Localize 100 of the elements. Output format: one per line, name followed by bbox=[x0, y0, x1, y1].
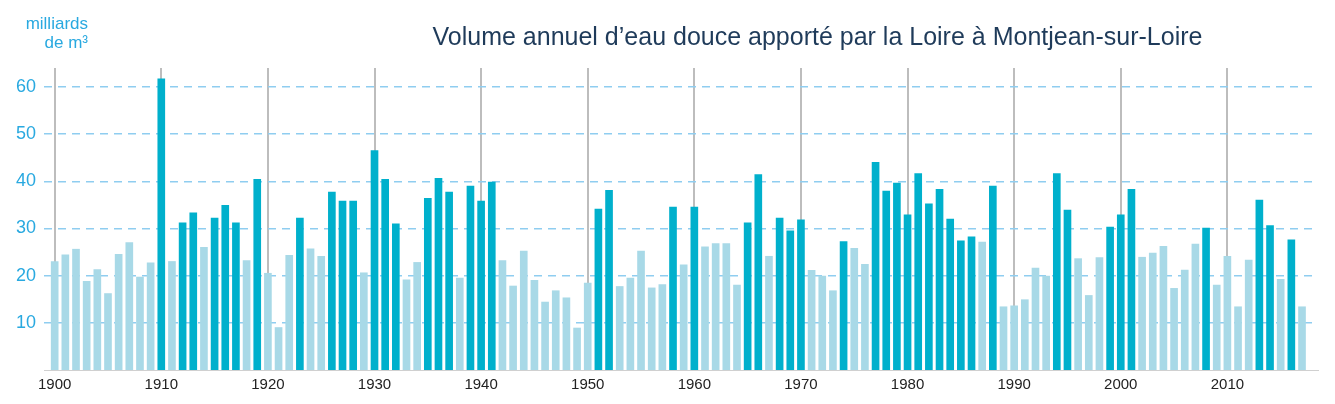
bar bbox=[626, 277, 635, 370]
chart-title: Volume annuel d’eau douce apporté par la Loire à Montjean-sur-Loire bbox=[431, 22, 1204, 51]
bar bbox=[434, 178, 443, 370]
bar bbox=[253, 179, 262, 370]
x-tick-label: 1990 bbox=[997, 375, 1031, 393]
y-tick-label: 40 bbox=[15, 170, 37, 191]
bar bbox=[1063, 209, 1072, 370]
bar bbox=[530, 280, 539, 370]
bar bbox=[392, 223, 400, 370]
bar bbox=[1191, 243, 1200, 370]
y-tick-label: 30 bbox=[15, 217, 37, 238]
bar bbox=[999, 306, 1008, 370]
bar bbox=[573, 327, 581, 370]
x-tick-label: 1930 bbox=[357, 375, 392, 393]
x-tick-label: 1940 bbox=[464, 375, 498, 393]
bar bbox=[72, 248, 80, 370]
x-tick-label: 1920 bbox=[251, 375, 285, 393]
bar bbox=[690, 206, 699, 370]
bar bbox=[146, 262, 155, 370]
bar bbox=[1010, 305, 1018, 370]
bar bbox=[839, 241, 848, 370]
bar bbox=[893, 182, 901, 370]
bar bbox=[93, 269, 102, 370]
x-tick-label: 1900 bbox=[37, 375, 72, 393]
bar bbox=[615, 286, 624, 370]
y-tick-label: 60 bbox=[15, 75, 37, 96]
bar bbox=[829, 290, 837, 370]
bar bbox=[989, 185, 997, 370]
bar bbox=[765, 255, 773, 370]
bar bbox=[1170, 288, 1178, 370]
bar bbox=[882, 190, 891, 370]
bar bbox=[679, 264, 688, 370]
bar bbox=[1287, 239, 1296, 370]
bar bbox=[306, 248, 315, 370]
bar bbox=[328, 191, 336, 370]
bar bbox=[1106, 226, 1114, 370]
bar bbox=[296, 217, 304, 370]
bar bbox=[647, 287, 656, 370]
bar bbox=[733, 284, 741, 370]
bar bbox=[1021, 299, 1029, 370]
bar bbox=[850, 247, 859, 370]
bar bbox=[658, 284, 667, 370]
bar bbox=[1276, 279, 1285, 370]
x-tick-label: 1980 bbox=[890, 375, 925, 393]
bar bbox=[136, 276, 144, 370]
bar bbox=[349, 200, 358, 370]
bar bbox=[914, 173, 923, 370]
bar bbox=[1074, 258, 1082, 370]
bar bbox=[978, 241, 987, 370]
bar bbox=[125, 242, 134, 370]
bar bbox=[274, 327, 283, 370]
x-tick-label: 1950 bbox=[571, 375, 605, 393]
bar bbox=[1148, 252, 1157, 370]
bar bbox=[754, 174, 763, 370]
bar bbox=[1212, 284, 1221, 370]
bar bbox=[1234, 306, 1242, 370]
bar bbox=[1202, 227, 1210, 370]
bar bbox=[232, 222, 240, 370]
bar bbox=[1042, 275, 1050, 370]
bar bbox=[583, 282, 592, 370]
bar bbox=[360, 272, 368, 370]
bar bbox=[1255, 199, 1264, 370]
y-tick-label: 10 bbox=[15, 311, 37, 332]
bar bbox=[402, 279, 411, 370]
bar bbox=[594, 208, 603, 370]
bar bbox=[1084, 295, 1093, 370]
bar bbox=[104, 293, 112, 370]
bar bbox=[775, 217, 784, 370]
bar bbox=[189, 212, 198, 370]
bar bbox=[871, 162, 880, 370]
bar bbox=[701, 246, 709, 370]
bar bbox=[797, 219, 805, 370]
bar bbox=[562, 297, 571, 370]
bar bbox=[551, 290, 560, 370]
bar bbox=[1244, 259, 1253, 370]
bar bbox=[264, 272, 272, 370]
bar bbox=[157, 78, 166, 370]
bar bbox=[743, 222, 752, 370]
bar bbox=[509, 285, 517, 370]
bar bbox=[1180, 269, 1189, 370]
x-tick-label: 2010 bbox=[1210, 375, 1245, 393]
bar bbox=[445, 191, 453, 370]
bar bbox=[519, 250, 528, 370]
bar bbox=[925, 203, 933, 370]
bar bbox=[200, 246, 208, 370]
bar bbox=[669, 206, 677, 370]
bar bbox=[807, 270, 816, 370]
bar bbox=[381, 179, 389, 370]
bar bbox=[423, 197, 432, 370]
bar bbox=[711, 243, 720, 370]
bar bbox=[1095, 257, 1104, 370]
bar bbox=[1127, 188, 1136, 370]
bar bbox=[818, 275, 827, 370]
bar bbox=[1223, 255, 1232, 370]
bar bbox=[935, 188, 944, 370]
bar bbox=[338, 200, 347, 370]
bar bbox=[317, 255, 326, 370]
x-tick-label: 1910 bbox=[144, 375, 178, 393]
bar bbox=[1298, 306, 1306, 370]
bar bbox=[861, 263, 869, 370]
